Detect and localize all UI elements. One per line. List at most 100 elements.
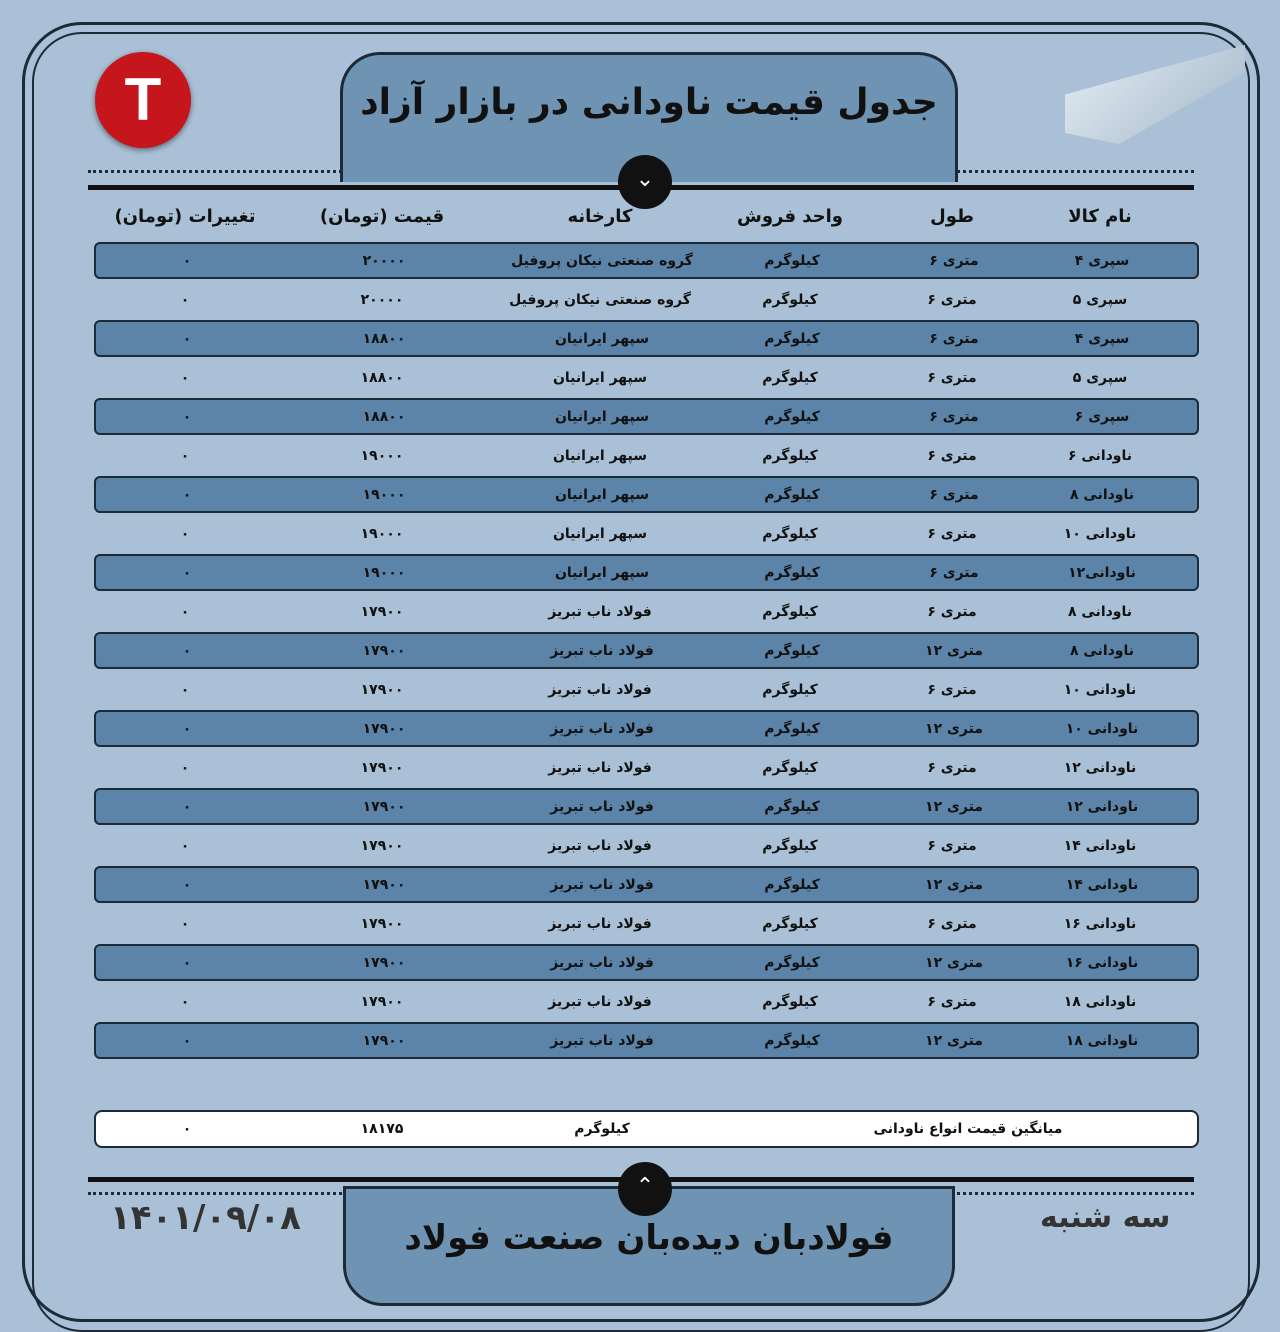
cell-price: ۱۷۹۰۰: [362, 1032, 406, 1049]
cell-change: ۰: [182, 720, 192, 737]
average-label: میانگین قیمت انواع ناودانی: [873, 1121, 1063, 1137]
cell-price: ۱۹۰۰۰: [362, 564, 406, 581]
cell-name: ناودانی ۶: [1067, 447, 1133, 464]
cell-price: ۱۹۰۰۰: [360, 447, 404, 464]
table-row: ناودانی ۱۴ متری ۱۲ کیلوگرم فولاد ناب تبریز ۱…: [94, 866, 1199, 903]
cell-factory: سپهر ایرانیان: [552, 447, 648, 464]
cell-factory: فولاد ناب تبریز: [550, 798, 654, 815]
cell-change: ۰: [180, 447, 190, 464]
cell-name: سپری ۶: [1074, 408, 1130, 425]
cell-name: سپری ۵: [1072, 291, 1128, 308]
cell-change: ۰: [180, 759, 190, 776]
page-title: جدول قیمت ناودانی در بازار آزاد: [360, 82, 938, 123]
cell-factory: سپهر ایرانیان: [554, 330, 650, 347]
average-unit: کیلوگرم: [574, 1121, 630, 1137]
cell-length: متری ۶: [927, 759, 977, 776]
table-row: ناودانی ۱۸ متری ۱۲ کیلوگرم فولاد ناب تبریز ۱…: [94, 1022, 1199, 1059]
cell-change: ۰: [182, 1032, 192, 1049]
cell-length: متری ۶: [927, 915, 977, 932]
table-row: ناودانی۱۲ متری ۶ کیلوگرم سپهر ایرانیان ۱۹۰۰۰…: [94, 554, 1199, 591]
cell-factory: فولاد ناب تبریز: [550, 954, 654, 971]
cell-length: متری ۶: [929, 486, 979, 503]
cell-unit: کیلوگرم: [762, 525, 818, 542]
average-change: ۰: [182, 1121, 192, 1137]
cell-price: ۱۹۰۰۰: [360, 525, 404, 542]
cell-price: ۲۰۰۰۰: [360, 291, 404, 308]
cell-unit: کیلوگرم: [762, 915, 818, 932]
cell-name: ناودانی ۱۲: [1065, 798, 1139, 815]
cell-unit: کیلوگرم: [762, 291, 818, 308]
cell-change: ۰: [180, 915, 190, 932]
cell-name: ناودانی ۱۶: [1065, 954, 1139, 971]
table-row: سپری ۴ متری ۶ کیلوگرم گروه صنعتی نیکان پروف…: [94, 242, 1199, 279]
cell-factory: سپهر ایرانیان: [554, 486, 650, 503]
cell-unit: کیلوگرم: [764, 954, 820, 971]
cell-length: متری ۶: [927, 447, 977, 464]
cell-unit: کیلوگرم: [764, 798, 820, 815]
cell-price: ۱۷۹۰۰: [362, 720, 406, 737]
date: ۱۴۰۱/۰۹/۰۸: [110, 1198, 301, 1238]
cell-unit: کیلوگرم: [762, 447, 818, 464]
cell-factory: سپهر ایرانیان: [552, 525, 648, 542]
cell-unit: کیلوگرم: [764, 330, 820, 347]
cell-factory: فولاد ناب تبریز: [548, 915, 652, 932]
cell-change: ۰: [182, 876, 192, 893]
table-row: ناودانی ۸ متری ۶ کیلوگرم سپهر ایرانیان ۱۹۰۰۰…: [94, 476, 1199, 513]
cell-change: ۰: [182, 408, 192, 425]
cell-change: ۰: [180, 681, 190, 698]
table-row: سپری ۴ متری ۶ کیلوگرم سپهر ایرانیان ۱۸۸۰۰ ۰: [94, 320, 1199, 357]
cell-length: متری ۶: [929, 252, 979, 269]
cell-price: ۱۸۸۰۰: [362, 408, 406, 425]
cell-unit: کیلوگرم: [764, 720, 820, 737]
cell-name: ناودانی ۱۴: [1065, 876, 1139, 893]
table-row: ناودانی ۱۴ متری ۶ کیلوگرم فولاد ناب تبریز ۱۷…: [94, 827, 1199, 864]
cell-change: ۰: [180, 369, 190, 386]
cell-length: متری ۱۲: [925, 954, 983, 971]
cell-length: متری ۶: [929, 330, 979, 347]
table-row: ناودانی ۶ متری ۶ کیلوگرم سپهر ایرانیان ۱۹۰۰۰…: [94, 437, 1199, 474]
cell-unit: کیلوگرم: [762, 369, 818, 386]
cell-unit: کیلوگرم: [764, 876, 820, 893]
table-row: ناودانی ۱۶ متری ۱۲ کیلوگرم فولاد ناب تبریز ۱…: [94, 944, 1199, 981]
cell-name: ناودانی ۱۸: [1065, 1032, 1139, 1049]
cell-length: متری ۱۲: [925, 720, 983, 737]
cell-length: متری ۶: [927, 603, 977, 620]
cell-factory: فولاد ناب تبریز: [550, 720, 654, 737]
cell-change: ۰: [180, 993, 190, 1010]
cell-factory: سپهر ایرانیان: [554, 564, 650, 581]
cell-unit: کیلوگرم: [764, 252, 820, 269]
cell-price: ۱۷۹۰۰: [360, 603, 404, 620]
cell-length: متری ۶: [927, 837, 977, 854]
table-row: ناودانی ۱۰ متری ۶ کیلوگرم فولاد ناب تبریز ۱۷…: [94, 671, 1199, 708]
cell-price: ۱۷۹۰۰: [360, 915, 404, 932]
cell-price: ۱۷۹۰۰: [360, 837, 404, 854]
cell-change: ۰: [182, 642, 192, 659]
cell-change: ۰: [182, 564, 192, 581]
cell-factory: سپهر ایرانیان: [554, 408, 650, 425]
cell-unit: کیلوگرم: [762, 681, 818, 698]
cell-length: متری ۶: [927, 525, 977, 542]
cell-length: متری ۱۲: [925, 876, 983, 893]
cell-name: ناودانی ۱۴: [1063, 837, 1137, 854]
table-row: ناودانی ۸ متری ۶ کیلوگرم فولاد ناب تبریز ۱۷۹…: [94, 593, 1199, 630]
cell-unit: کیلوگرم: [762, 603, 818, 620]
column-header-unit: واحد فروش: [736, 206, 844, 227]
cell-name: سپری ۵: [1072, 369, 1128, 386]
cell-name: ناودانی ۸: [1067, 603, 1133, 620]
cell-factory: گروه صنعتی نیکان پروفیل: [511, 252, 693, 269]
cell-change: ۰: [182, 486, 192, 503]
average-price: ۱۸۱۷۵: [360, 1121, 404, 1137]
cell-name: ناودانی ۱۰: [1065, 720, 1139, 737]
table-row: سپری ۵ متری ۶ کیلوگرم گروه صنعتی نیکان پروف…: [94, 281, 1199, 318]
footer-title: فولادبان دیده‌بان صنعت فولاد: [404, 1218, 894, 1258]
cell-length: متری ۶: [927, 993, 977, 1010]
column-header-factory: کارخانه: [567, 206, 633, 227]
cell-price: ۱۷۹۰۰: [362, 798, 406, 815]
cell-change: ۰: [182, 798, 192, 815]
table-row: ناودانی ۱۸ متری ۶ کیلوگرم فولاد ناب تبریز ۱۷…: [94, 983, 1199, 1020]
cell-factory: سپهر ایرانیان: [552, 369, 648, 386]
table-row: سپری ۶ متری ۶ کیلوگرم سپهر ایرانیان ۱۸۸۰۰ ۰: [94, 398, 1199, 435]
cell-name: سپری ۴: [1074, 330, 1130, 347]
column-header-name: نام کالا: [1068, 206, 1132, 227]
cell-price: ۱۹۰۰۰: [362, 486, 406, 503]
